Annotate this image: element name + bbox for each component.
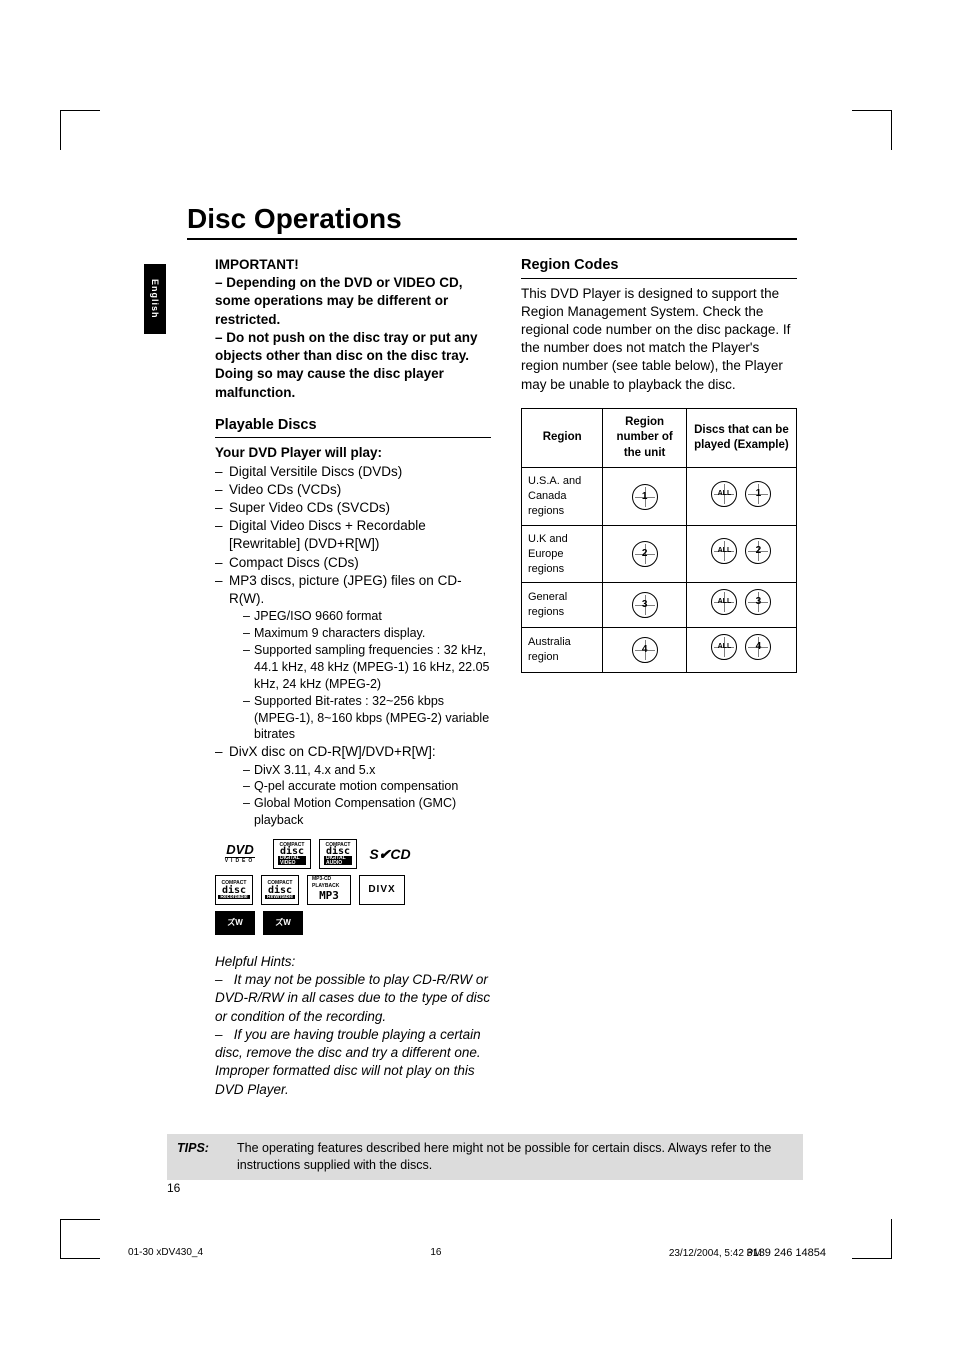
playable-heading: Playable Discs bbox=[215, 416, 491, 439]
list-item: Digital Video Discs + Recordable [Rewrit… bbox=[215, 517, 491, 553]
region-discs-cell: ALL 1 bbox=[686, 468, 796, 526]
globe-icon: 2 bbox=[745, 538, 771, 564]
globe-icon: 2 bbox=[632, 541, 658, 567]
region-unit-cell: 1 bbox=[603, 468, 686, 526]
region-name-cell: Australia region bbox=[522, 628, 603, 673]
cd-recordable-logo: COMPACTdiscRecordable bbox=[215, 875, 253, 905]
list-item: Video CDs (VCDs) bbox=[215, 481, 491, 499]
hint-item: – It may not be possible to play CD-R/RW… bbox=[215, 971, 491, 1026]
region-discs-cell: ALL 2 bbox=[686, 525, 796, 583]
table-row: U.K and Europe regions 2 ALL 2 bbox=[522, 525, 797, 583]
globe-icon: ALL bbox=[711, 589, 737, 615]
important-line: – Depending on the DVD or VIDEO CD, some… bbox=[215, 274, 491, 329]
region-heading: Region Codes bbox=[521, 256, 797, 279]
footer-center: 16 bbox=[430, 1246, 441, 1261]
table-header: Discs that can be played (Example) bbox=[686, 408, 796, 468]
title-rule bbox=[187, 238, 797, 240]
dvd-video-logo: DVDVIDEO bbox=[215, 845, 265, 864]
page-title: Disc Operations bbox=[187, 200, 402, 238]
list-item-text: DivX disc on CD-R[W]/DVD+R[W]: bbox=[229, 744, 436, 759]
footer-part-number: 3139 246 14854 bbox=[746, 1247, 826, 1259]
region-paragraph: This DVD Player is designed to support t… bbox=[521, 285, 797, 394]
globe-icon: 4 bbox=[745, 634, 771, 660]
dvd-plus-r-logo: ズW bbox=[215, 911, 255, 935]
important-line: – Do not push on the disc tray or put an… bbox=[215, 329, 491, 402]
globe-icon: 3 bbox=[745, 589, 771, 615]
table-header: Region bbox=[522, 408, 603, 468]
list-item: Supported Bit-rates : 32~256 kbps (MPEG-… bbox=[243, 693, 491, 744]
list-item: Super Video CDs (SVCDs) bbox=[215, 499, 491, 517]
mp3-logo: MP3-CD PLAYBACKMP3 bbox=[307, 875, 351, 905]
list-item: MP3 discs, picture (JPEG) files on CD-R(… bbox=[215, 572, 491, 743]
page-number: 16 bbox=[167, 1180, 180, 1196]
cd-digital-video-logo: COMPACTdiscDIGITAL VIDEO bbox=[273, 839, 311, 869]
globe-icon: ALL bbox=[711, 481, 737, 507]
footer: 01-30 xDV430_4 16 23/12/2004, 5:42 PM 31… bbox=[128, 1246, 826, 1261]
important-block: IMPORTANT! – Depending on the DVD or VID… bbox=[215, 256, 491, 402]
list-item-text: MP3 discs, picture (JPEG) files on CD-R(… bbox=[229, 573, 462, 606]
region-table: Region Region number of the unit Discs t… bbox=[521, 408, 797, 673]
crop-mark bbox=[852, 1258, 892, 1259]
region-unit-cell: 3 bbox=[603, 583, 686, 628]
table-row: U.S.A. and Canada regions 1 ALL 1 bbox=[522, 468, 797, 526]
region-unit-cell: 2 bbox=[603, 525, 686, 583]
helpful-hints: Helpful Hints: – It may not be possible … bbox=[215, 953, 491, 1099]
globe-icon: ALL bbox=[711, 634, 737, 660]
crop-mark bbox=[891, 1219, 892, 1259]
divx-sublist: DivX 3.11, 4.x and 5.x Q-pel accurate mo… bbox=[229, 762, 491, 830]
table-header: Region number of the unit bbox=[603, 408, 686, 468]
playable-subhead: Your DVD Player will play: bbox=[215, 444, 491, 462]
left-column: IMPORTANT! – Depending on the DVD or VID… bbox=[215, 256, 491, 1099]
region-discs-cell: ALL 3 bbox=[686, 583, 796, 628]
globe-icon: 3 bbox=[632, 592, 658, 618]
tips-box: TIPS: The operating features described h… bbox=[167, 1134, 803, 1180]
crop-mark bbox=[852, 110, 892, 111]
globe-icon: 1 bbox=[745, 481, 771, 507]
region-unit-cell: 4 bbox=[603, 628, 686, 673]
list-item: Compact Discs (CDs) bbox=[215, 554, 491, 572]
right-column: Region Codes This DVD Player is designed… bbox=[521, 256, 797, 1099]
region-table-body: U.S.A. and Canada regions 1 ALL 1 U.K and Eu… bbox=[522, 468, 797, 672]
region-name-cell: U.K and Europe regions bbox=[522, 525, 603, 583]
footer-right: 23/12/2004, 5:42 PM 3139 246 14854 bbox=[669, 1246, 826, 1261]
crop-mark bbox=[891, 110, 892, 150]
crop-mark bbox=[60, 110, 100, 150]
globe-icon: 1 bbox=[632, 484, 658, 510]
main-content: IMPORTANT! – Depending on the DVD or VID… bbox=[215, 256, 797, 1099]
cd-digital-audio-logo: COMPACTdiscDIGITAL AUDIO bbox=[319, 839, 357, 869]
divx-logo: DIVX bbox=[359, 875, 405, 905]
list-item: Q-pel accurate motion compensation bbox=[243, 778, 491, 795]
list-item: Supported sampling frequencies : 32 kHz,… bbox=[243, 642, 491, 693]
list-item: Maximum 9 characters display. bbox=[243, 625, 491, 642]
dvd-plus-rw-logo: ズW bbox=[263, 911, 303, 935]
crop-mark bbox=[60, 1219, 100, 1259]
globe-icon: ALL bbox=[711, 538, 737, 564]
list-item: Global Motion Compensation (GMC) playbac… bbox=[243, 795, 491, 829]
hint-item: – If you are having trouble playing a ce… bbox=[215, 1026, 491, 1099]
list-item: DivX disc on CD-R[W]/DVD+R[W]: DivX 3.11… bbox=[215, 743, 491, 829]
table-row: General regions 3 ALL 3 bbox=[522, 583, 797, 628]
svcd-logo: S✔CD bbox=[365, 839, 415, 869]
globe-icon: 4 bbox=[632, 637, 658, 663]
list-item: DivX 3.11, 4.x and 5.x bbox=[243, 762, 491, 779]
list-item: JPEG/ISO 9660 format bbox=[243, 608, 491, 625]
region-name-cell: General regions bbox=[522, 583, 603, 628]
table-row: Australia region 4 ALL 4 bbox=[522, 628, 797, 673]
tips-label: TIPS: bbox=[177, 1140, 223, 1174]
hints-heading: Helpful Hints: bbox=[215, 953, 491, 971]
playable-list: Digital Versitile Discs (DVDs) Video CDs… bbox=[215, 463, 491, 829]
list-item: Digital Versitile Discs (DVDs) bbox=[215, 463, 491, 481]
tips-text: The operating features described here mi… bbox=[237, 1140, 793, 1174]
region-name-cell: U.S.A. and Canada regions bbox=[522, 468, 603, 526]
language-tab: English bbox=[144, 264, 166, 334]
important-heading: IMPORTANT! bbox=[215, 256, 491, 274]
format-logos: DVDVIDEO COMPACTdiscDIGITAL VIDEO COMPAC… bbox=[215, 839, 491, 935]
mp3-sublist: JPEG/ISO 9660 format Maximum 9 character… bbox=[229, 608, 491, 743]
footer-left: 01-30 xDV430_4 bbox=[128, 1246, 203, 1261]
cd-rewritable-logo: COMPACTdiscReWritable bbox=[261, 875, 299, 905]
region-discs-cell: ALL 4 bbox=[686, 628, 796, 673]
